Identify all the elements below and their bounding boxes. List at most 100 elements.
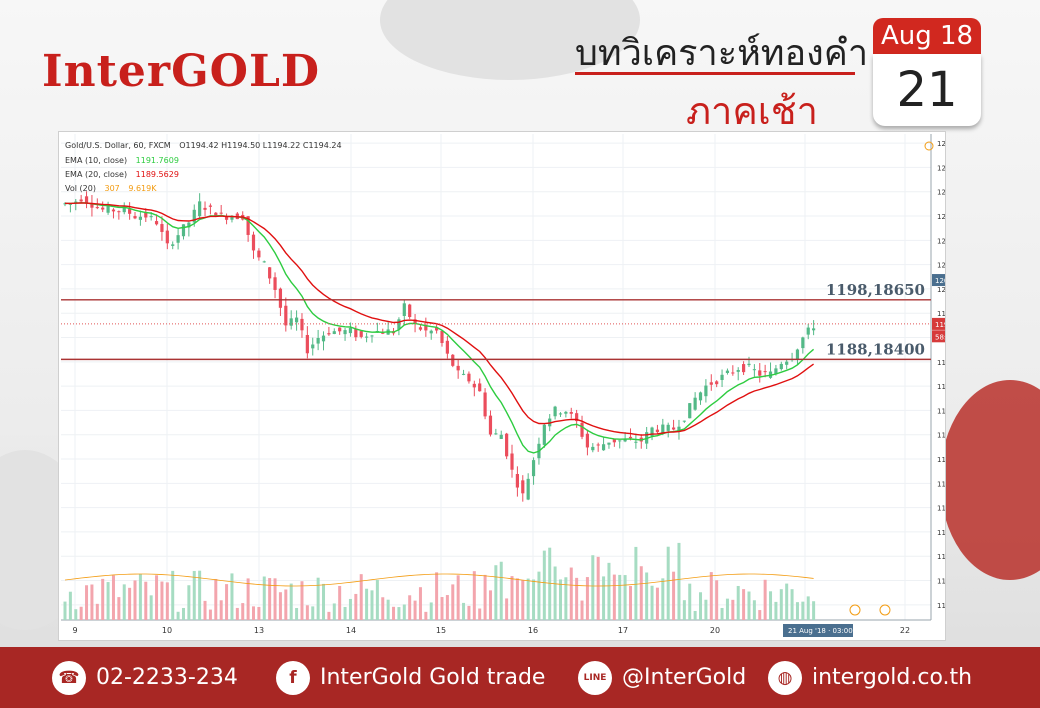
- volume-bar: [618, 574, 622, 620]
- candle-body: [332, 331, 336, 334]
- x-tick-label: 15: [436, 626, 446, 635]
- website-url: intergold.co.th: [812, 665, 973, 690]
- facebook-icon: f: [276, 660, 310, 695]
- volume-bar: [289, 583, 293, 620]
- volume-bar: [661, 578, 665, 620]
- candle-body: [251, 234, 256, 251]
- calendar-badge: Aug 18 21: [873, 18, 981, 126]
- candle-body: [618, 440, 622, 442]
- ohlc-values: O1194.42 H1194.50 L1194.22 C1194.24: [179, 141, 342, 150]
- volume-bar: [198, 570, 202, 620]
- volume-bar: [682, 600, 686, 620]
- volume-bar: [752, 600, 756, 620]
- volume-bar: [499, 561, 503, 620]
- volume-bar: [580, 600, 584, 620]
- chart-panel[interactable]: 91013141516172021221148.001152.001156.00…: [58, 131, 946, 641]
- settings-icon: [924, 141, 934, 151]
- volume-bar: [322, 583, 326, 620]
- candle-body: [354, 328, 358, 338]
- candle-body: [709, 382, 713, 385]
- candle-body: [101, 207, 105, 210]
- volume-bar: [715, 580, 719, 620]
- volume-bar: [187, 585, 191, 620]
- candle-body: [488, 415, 493, 435]
- y-tick-label: 1148.00: [937, 602, 945, 610]
- candle-body: [327, 333, 331, 335]
- x-tick-label: 16: [528, 626, 538, 635]
- volume-bar: [79, 606, 83, 620]
- y-tick-label: 1176.00: [937, 432, 945, 440]
- volume-bar: [101, 578, 105, 620]
- candle-body: [413, 319, 417, 324]
- time-tag: [783, 624, 853, 637]
- volume-bar: [515, 578, 519, 620]
- volume-bar: [155, 575, 159, 620]
- candle-body: [650, 427, 654, 437]
- candle-body: [752, 369, 756, 371]
- candle-body: [343, 330, 347, 335]
- candle-body: [133, 216, 137, 219]
- volume-bar: [284, 589, 288, 620]
- candle-body: [74, 201, 78, 204]
- footer-line[interactable]: LINE @InterGold: [578, 647, 746, 708]
- volume-bar: [575, 577, 579, 620]
- footer-facebook[interactable]: f InterGold Gold trade: [276, 647, 545, 708]
- price-chart[interactable]: 91013141516172021221148.001152.001156.00…: [59, 132, 945, 640]
- volume-bar: [219, 600, 223, 620]
- volume-bar: [246, 578, 250, 620]
- price-tag: [932, 317, 945, 330]
- candle-body: [154, 221, 159, 225]
- volume-bar: [688, 583, 692, 620]
- volume-bar: [542, 550, 546, 620]
- candle-body: [176, 235, 180, 243]
- candle-body: [731, 372, 735, 374]
- candle-body: [591, 446, 595, 451]
- volume-bar: [607, 562, 611, 620]
- x-tick-label: 20: [710, 626, 720, 635]
- candle-body: [698, 392, 703, 401]
- volume-bar: [316, 577, 320, 620]
- volume-bar: [225, 584, 229, 620]
- volume-bar: [68, 591, 72, 620]
- volume-bar: [311, 606, 315, 620]
- price-tag-label: 1194.24: [935, 321, 945, 329]
- candle-body: [628, 436, 633, 439]
- volume-bar: [429, 602, 433, 620]
- volume-bar: [144, 581, 148, 620]
- x-tick-label: 13: [254, 626, 264, 635]
- page-title: บทวิเคราะห์ทองคำ: [575, 33, 869, 74]
- candle-body: [483, 392, 487, 417]
- volume-bar: [149, 595, 153, 620]
- globe-icon: ◍: [768, 660, 802, 695]
- facebook-name: InterGold Gold trade: [320, 665, 546, 690]
- candle-body: [365, 336, 369, 338]
- candle-body: [747, 363, 751, 366]
- footer-phone[interactable]: ☎ 02-2233-234: [52, 647, 238, 708]
- candle-body: [763, 371, 767, 373]
- volume-bar: [85, 585, 89, 620]
- volume-bar: [645, 572, 649, 620]
- volume-bar: [408, 595, 412, 620]
- candle-body: [338, 327, 342, 332]
- candle-body: [418, 327, 423, 330]
- ema20-label: EMA (20, close): [65, 170, 128, 179]
- page-subtitle: ภาคเช้า: [686, 89, 818, 133]
- candle-body: [79, 199, 83, 202]
- event-flag-icon: [849, 604, 861, 616]
- candle-body: [262, 261, 266, 263]
- candle-body: [725, 370, 730, 374]
- volume-bar: [257, 606, 261, 620]
- volume-bar: [133, 580, 137, 620]
- footer-website[interactable]: ◍ intergold.co.th: [768, 647, 972, 708]
- volume-bar: [564, 577, 568, 620]
- volume-bar: [456, 575, 460, 620]
- volume-bar: [160, 581, 164, 620]
- candle-body: [149, 216, 153, 218]
- x-tick-label: 17: [618, 626, 628, 635]
- candle-body: [106, 205, 110, 213]
- volume-bar: [596, 556, 600, 620]
- candle-body: [321, 335, 326, 342]
- volume-bar: [558, 579, 562, 620]
- volume-bar: [338, 585, 342, 620]
- volume-bar: [763, 579, 767, 620]
